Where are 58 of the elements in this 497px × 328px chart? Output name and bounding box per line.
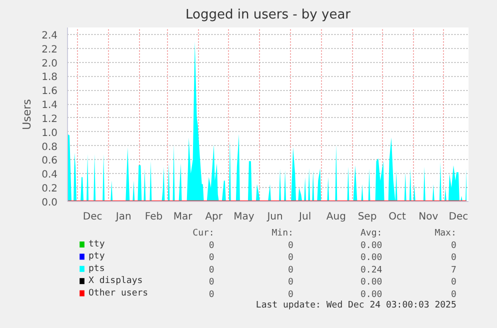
y-tick-label: 1.0 [42,128,58,139]
y-tick-label: 2.2 [42,44,58,56]
text: 0 [288,290,294,300]
text: 0 [288,253,294,264]
text: 0 [208,290,214,300]
x-tick-label: May [234,212,254,222]
text: Avg: [360,228,382,238]
x-tick-label: Jul [298,212,312,222]
text: 0 [450,241,456,251]
text: 0 [208,241,214,251]
y-tick-label: 0.0 [42,198,58,208]
y-tick-label: 0.2 [42,184,58,195]
text: 0.00 [360,253,382,264]
y-tick-label: 2.4 [42,30,58,42]
x-tick-label: Aug [326,212,346,222]
text: 0.24 [360,265,382,276]
y-tick-label: 1.2 [42,114,58,125]
y-tick-label: 2.0 [42,58,58,70]
text: Cur: [192,228,214,238]
text: 7 [450,265,456,276]
x-tick-label: Jun [266,212,283,222]
legend-label: tty [88,240,106,250]
y-tick-label: 0.6 [42,156,58,167]
text: Max: [434,228,456,238]
text: 0 [208,278,214,288]
text: 0 [450,253,456,264]
y-tick-label: 0.8 [42,142,58,153]
text: Min: [272,228,294,238]
text: 0 [288,278,294,288]
legend-label: Other users [88,288,148,298]
x-tick-label: Dec [448,212,468,222]
text: 0 [208,265,214,276]
x-tick-label: Sep [358,212,377,222]
x-tick-label: Apr [205,212,224,222]
text: 0.00 [360,290,382,300]
text: 0 [450,290,456,300]
x-tick-label: Mar [173,212,194,222]
chart-title: Logged in users - by year [186,8,352,22]
y-tick-label: 1.8 [42,72,58,84]
y-axis-title: Users [20,98,34,130]
legend-label: pty [88,252,106,262]
text: 0 [288,265,294,276]
text: 0 [208,253,214,264]
y-tick-label: 0.4 [42,170,58,181]
x-tick-label: Dec [82,212,102,222]
y-tick-label: 1.4 [42,100,58,112]
legend-label: X displays [88,276,143,286]
x-tick-label: Jan [114,212,132,222]
text: 0.00 [360,278,382,288]
x-tick-label: Feb [144,212,163,222]
y-tick-label: 1.6 [42,86,58,98]
text: 0.00 [360,241,382,251]
text: 0 [450,278,456,288]
x-tick-label: Nov [418,212,438,222]
x-tick-label: Oct [388,212,406,222]
text: Last update: Wed Dec 24 03:00:03 2025 [256,300,456,310]
legend-label: pts [88,264,105,274]
text: 0 [288,241,294,251]
